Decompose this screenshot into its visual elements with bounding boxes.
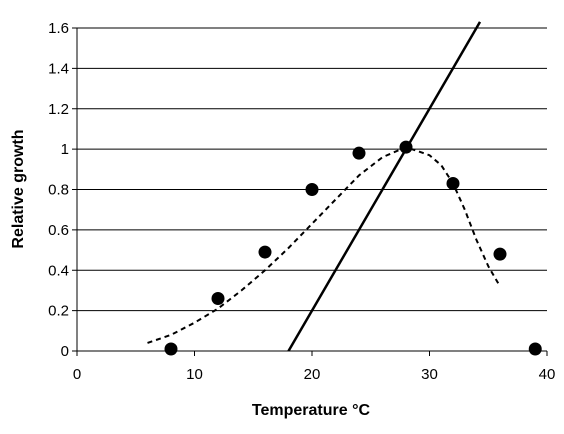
y-tick-label: 0 — [61, 343, 69, 360]
y-tick-label: 0.6 — [48, 222, 69, 239]
solid-trend-line — [287, 21, 482, 352]
data-point — [399, 140, 413, 154]
data-point — [528, 342, 542, 356]
data-point — [493, 247, 507, 261]
x-tick-label: 30 — [421, 366, 438, 383]
y-tick-label: 1 — [61, 141, 69, 158]
axis-layer — [72, 27, 548, 356]
y-tick-label: 1.6 — [48, 20, 69, 37]
y-tick-label: 1.4 — [48, 60, 69, 77]
y-tick-label: 0.8 — [48, 182, 69, 199]
x-tick-label: 20 — [304, 366, 321, 383]
y-tick-label: 0.2 — [48, 303, 69, 320]
data-point — [352, 146, 366, 160]
x-tick-label: 40 — [539, 366, 556, 383]
y-tick-label: 0.4 — [48, 262, 69, 279]
dashed-fit-curve — [147, 146, 501, 344]
y-tick-label: 1.2 — [48, 101, 69, 118]
data-point — [258, 245, 272, 259]
x-tick-labels: 0 10 20 30 40 — [73, 366, 556, 383]
y-axis-title: Relative growth — [10, 129, 27, 248]
x-axis-title: Temperature °C — [252, 402, 371, 419]
data-point — [305, 183, 319, 196]
grid-layer — [77, 27, 547, 312]
data-point — [446, 176, 460, 190]
series-layer — [147, 21, 542, 356]
x-tick-label: 0 — [73, 366, 81, 383]
data-point — [164, 342, 178, 356]
data-point — [211, 292, 225, 306]
x-tick-label: 10 — [186, 366, 203, 383]
y-tick-labels: 0 0.2 0.4 0.6 0.8 1 1.2 1.4 1.6 — [48, 20, 69, 360]
